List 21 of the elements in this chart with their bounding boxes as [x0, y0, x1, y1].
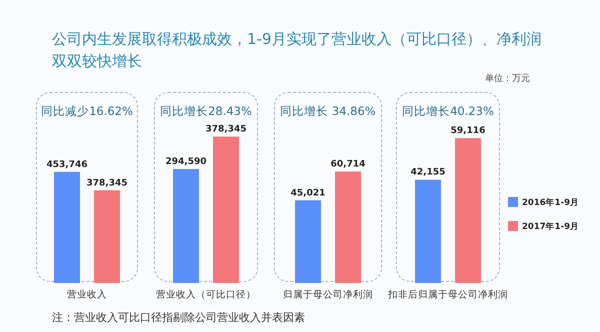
x-tick-label: 营业收入（可比口径） [156, 288, 256, 301]
data-label: 294,590 [166, 157, 206, 168]
data-label: 60,714 [330, 159, 366, 170]
data-label: 378,345 [86, 178, 128, 188]
text: 单位：万元 [485, 72, 530, 85]
data-label: 42,155 [410, 168, 446, 178]
data-label: 45,021 [290, 188, 326, 198]
text: 注：营业收入可比口径指剔除公司营业收入并表因素 [52, 310, 305, 325]
x-tick-label: 归属于母公司净利润 [283, 288, 373, 301]
data-label: 59,116 [450, 126, 486, 136]
text: 同比增长40.23% [401, 104, 495, 119]
x-tick-label: 营业收入 [67, 288, 107, 301]
legend-label: 2017年1-9月 [522, 222, 580, 232]
text: 同比增长28.43% [159, 104, 253, 119]
data-label: 453,746 [46, 160, 88, 170]
data-label: 378,345 [206, 124, 246, 135]
text: 公司内生发展取得积极成效，1-9月实现了营业收入（可比口径）、净利润双双较快增长 [52, 29, 542, 72]
x-tick-label: 扣非后归属于母公司净利润 [387, 288, 508, 301]
legend-label: 2016年1-9月 [522, 198, 580, 208]
text: 同比增长 34.86% [279, 104, 377, 119]
text: 同比减少16.62% [40, 104, 134, 119]
